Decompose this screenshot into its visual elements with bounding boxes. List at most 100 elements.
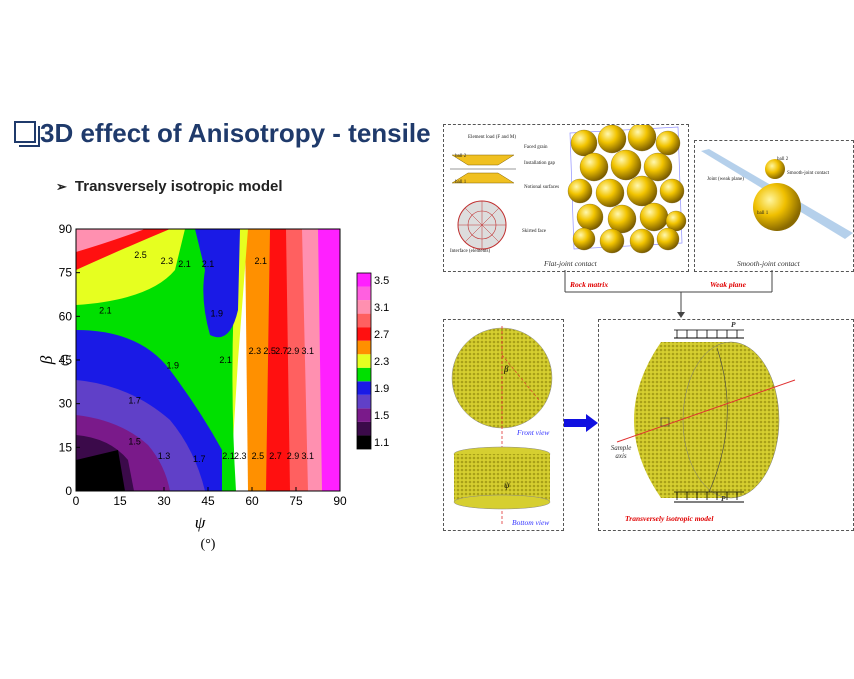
colorbar-swatch	[357, 354, 371, 368]
bullet-point: ➢ Transversely isotropic model	[56, 178, 283, 195]
colorbar-swatch	[357, 273, 371, 287]
contour-band-8	[76, 229, 145, 252]
contour-label: 2.9	[287, 451, 300, 461]
contour-label: 2.7	[269, 451, 282, 461]
x-tick-label: 75	[289, 494, 303, 508]
contour-label: 1.3	[158, 451, 171, 461]
contour-label: 2.1	[255, 256, 268, 266]
rock-matrix-label: Rock matrix	[570, 280, 609, 289]
y-tick-label: 75	[59, 266, 73, 280]
contour-labels: 2.52.3 2.1 2.1 2.12.1 1.91.92.12.3 2.5 2.7 2.9 3…	[99, 250, 314, 464]
colorbar-swatch	[357, 367, 371, 382]
notional-surfaces-label: Notional surfaces	[524, 185, 560, 190]
colorbar-swatch	[357, 394, 371, 409]
skirted-face-label: Skirted face	[522, 229, 547, 234]
contour-label: 2.5	[252, 451, 265, 461]
bullet-text: Transversely isotropic model	[74, 178, 283, 195]
colorbar-swatch	[357, 435, 371, 449]
colorbar-tick-label: 1.9	[374, 383, 389, 395]
smooth-contact-label: Smooth-joint contact	[787, 171, 830, 176]
colorbar-swatch	[357, 340, 371, 355]
colorbar-tick-label: 3.1	[374, 302, 389, 314]
flat-ball2-label: ball 2	[455, 154, 467, 159]
contour-label: 2.9	[287, 346, 300, 356]
y-axis-label: β	[37, 355, 56, 365]
smooth-ball1-label: ball 1	[757, 211, 769, 216]
contour-label: 2.5	[263, 346, 276, 356]
x-tick-label: 15	[113, 494, 127, 508]
y-tick-label: 90	[59, 222, 73, 236]
y-tick-label: 30	[59, 397, 73, 411]
colorbar-swatch	[357, 327, 371, 341]
bottom-load-label: P	[721, 494, 726, 503]
arrow-bullet-icon: ➢	[56, 179, 67, 194]
colorbar-tick-label: 3.5	[374, 275, 389, 287]
installation-gap-label: Installation gap	[524, 161, 555, 166]
contour-label: 3.1	[301, 451, 314, 461]
y-tick-label: 15	[59, 440, 73, 454]
model-caption: Transversely isotropic model	[625, 514, 714, 523]
front-beta-symbol: β	[504, 364, 509, 374]
smooth-ball2-label: ball 2	[777, 157, 789, 162]
colorbar-frame	[356, 272, 372, 450]
contour-fields	[76, 229, 340, 491]
top-load-label: P	[731, 320, 736, 329]
contour-chart: 2.52.3 2.1 2.1 2.12.1 1.91.92.12.3 2.5 2.7 2.9 3…	[37, 222, 389, 552]
model-panel: P P Sample axis Transversely isotropic m…	[598, 319, 854, 531]
colorbar-swatch	[357, 408, 371, 422]
model-illustration	[616, 329, 796, 503]
colorbar-tick-label: 2.3	[374, 356, 389, 368]
contour-label: 1.7	[193, 454, 206, 464]
colorbar: 1.1 1.5 1.9 2.3 2.7 3.1 3.5	[356, 272, 389, 450]
colorbar-swatch	[357, 381, 371, 395]
views-panel: β ψ Front view Bottom view	[443, 319, 564, 531]
y-tick-label: 60	[59, 309, 73, 323]
flat-joint-illustration	[450, 122, 687, 254]
bottom-view-caption: Bottom view	[512, 518, 550, 527]
colorbar-swatch	[357, 300, 371, 314]
colorbar-tick-label: 1.5	[374, 410, 389, 422]
contour-band-14	[76, 450, 125, 491]
checkbox-bullet-icon	[14, 121, 40, 147]
contour-band-4	[245, 229, 270, 491]
joint-label: Joint (weak plane)	[707, 177, 744, 182]
colorbar-swatch	[357, 421, 371, 436]
colorbar-swatch	[357, 313, 371, 328]
element-load-label: Element load (F and M)	[468, 135, 517, 140]
slide-title: 3D effect of Anisotropy - tensile	[14, 118, 431, 149]
smooth-joint-panel: Joint (weak plane) ball 2 ball 1 Smooth-…	[694, 140, 854, 272]
sample-axis-label: Sample axis	[610, 444, 632, 460]
view-to-model-arrow	[564, 414, 598, 432]
faced-grain-label: Faced grain	[524, 145, 548, 150]
x-axis-label: ψ	[195, 513, 206, 532]
smooth-joint-caption: Smooth-joint contact	[737, 259, 800, 268]
flat-joint-panel: Element load (F and M) Faced grain Insta…	[443, 122, 689, 272]
colorbar-tick-label: 2.7	[374, 329, 389, 341]
x-tick-label: 45	[201, 494, 215, 508]
slide-title-text: 3D effect of Anisotropy - tensile	[40, 118, 431, 148]
flat-ball1-label: ball 1	[455, 180, 467, 185]
contour-band-10	[195, 229, 240, 338]
interface-label: Interface (elements)	[450, 249, 491, 254]
contour-label: 1.7	[128, 396, 141, 406]
contour-label: 2.7	[275, 346, 288, 356]
contour-label: 2.3	[249, 346, 262, 356]
x-tick-label: 90	[333, 494, 347, 508]
weak-plane-label: Weak plane	[710, 280, 746, 289]
contour-label: 2.5	[134, 250, 147, 260]
views-illustration	[451, 326, 553, 525]
contour-label: 2.1	[219, 355, 232, 365]
contour-label: 2.1	[99, 305, 112, 315]
x-tick-label: 30	[157, 494, 171, 508]
contour-label: 1.9	[211, 308, 224, 318]
y-tick-label: 45	[59, 353, 73, 367]
colorbar-swatch	[357, 286, 371, 301]
contour-label: 1.5	[128, 436, 141, 446]
bottom-psi-symbol: ψ	[504, 480, 510, 490]
contour-label: 3.1	[301, 346, 314, 356]
contour-label: 2.1	[222, 451, 235, 461]
front-view-caption: Front view	[517, 428, 550, 437]
contour-label: 1.9	[167, 361, 180, 371]
contour-label: 2.1	[202, 259, 215, 269]
